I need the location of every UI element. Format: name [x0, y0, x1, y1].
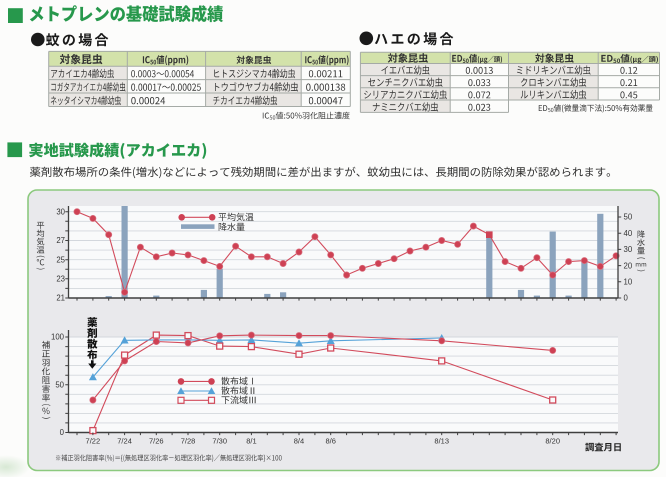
svg-text:20: 20	[624, 261, 633, 270]
svg-text:25: 25	[56, 255, 65, 264]
svg-text:8/1: 8/1	[246, 437, 256, 446]
svg-text:23: 23	[56, 275, 65, 284]
svg-text:30: 30	[624, 245, 633, 254]
svg-text:7/26: 7/26	[149, 437, 164, 446]
svg-text:0: 0	[624, 294, 629, 303]
svg-text:27: 27	[56, 236, 65, 245]
svg-text:100: 100	[51, 333, 65, 342]
svg-text:50: 50	[55, 380, 64, 389]
svg-text:30: 30	[56, 207, 65, 216]
svg-text:7/30: 7/30	[212, 437, 227, 446]
svg-text:7/22: 7/22	[86, 437, 101, 446]
svg-text:8/4: 8/4	[294, 437, 304, 446]
svg-text:8/20: 8/20	[545, 437, 560, 446]
svg-text:7/24: 7/24	[117, 437, 132, 446]
svg-text:7/28: 7/28	[181, 437, 196, 446]
svg-text:8/13: 8/13	[434, 437, 449, 446]
svg-text:21: 21	[56, 294, 65, 303]
svg-text:50: 50	[624, 213, 633, 222]
svg-text:40: 40	[624, 229, 633, 238]
svg-text:10: 10	[624, 278, 633, 287]
svg-text:0: 0	[60, 428, 65, 437]
svg-text:8/6: 8/6	[325, 437, 335, 446]
